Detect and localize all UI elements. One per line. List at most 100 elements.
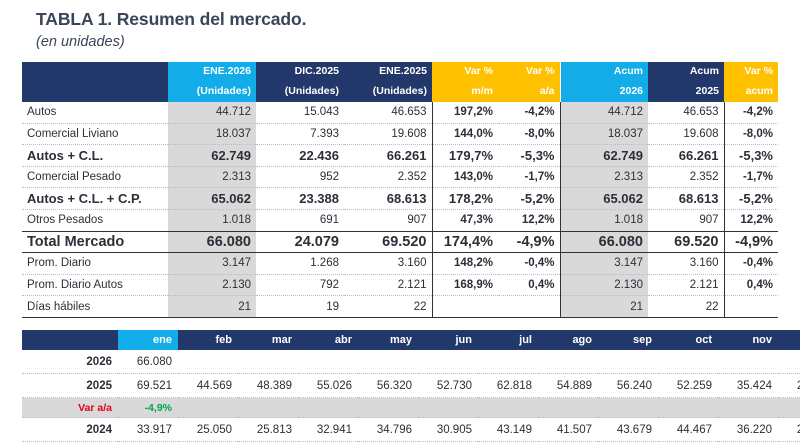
table1-col-header-6-line1: Acum <box>559 62 648 82</box>
cell-ene2026: 44.712 <box>168 102 256 124</box>
month-header-ene: ene <box>118 330 178 350</box>
cell-jul: 62.818 <box>478 373 538 398</box>
cell-jun: 30.905 <box>418 417 478 442</box>
cell-acum2026: 44.712 <box>559 102 648 124</box>
cell-sep: 43.679 <box>598 417 658 442</box>
cell-sep <box>598 397 658 418</box>
cell-ene: -4,9% <box>118 397 178 418</box>
cell-ene2026: 18.037 <box>168 123 256 146</box>
cell-acum2026: 2.313 <box>559 166 648 189</box>
cell-sep <box>598 350 658 374</box>
cell-var_acum: 12,2% <box>724 209 778 232</box>
cell-dic2025: 952 <box>256 166 344 189</box>
cell-dic: 23.997 <box>778 373 800 398</box>
monthly-series-table-wrap: enefebmarabrmayjunjulagosepoctnovdic 202… <box>22 330 800 442</box>
cell-var_acum <box>724 295 778 318</box>
table1-head: ENE.2026 DIC.2025 ENE.2025 Var % Var % Acum Ac… <box>22 62 778 102</box>
cell-oct: 52.259 <box>658 373 718 398</box>
table-row: Autos + C.L. 62.749 22.436 66.261 179,7% -5,3… <box>22 144 778 167</box>
cell-feb: 44.569 <box>178 373 238 398</box>
table-row: Otros Pesados 1.018 691 907 47,3% 12,2% 1.018 9… <box>22 209 778 232</box>
series-label: 2026 <box>22 350 118 374</box>
month-header-ago: ago <box>538 330 598 350</box>
table-row: Total Mercado 66.080 24.079 69.520 174,4% -4,… <box>22 230 778 254</box>
table2-head: enefebmarabrmayjunjulagosepoctnovdic <box>22 330 800 350</box>
table1-col-header-2-line1: DIC.2025 <box>256 62 344 82</box>
table-row: Prom. Diario 3.147 1.268 3.160 148,2% -0,4% 3.… <box>22 252 778 275</box>
cell-feb <box>178 397 238 418</box>
cell-acum2025: 68.613 <box>648 187 725 210</box>
cell-ene2026: 62.749 <box>168 144 256 167</box>
table1-col-header-8-line1: Var % <box>724 62 778 82</box>
table-row: 2024 33.917 25.050 25.813 32.941 34.796 30.905… <box>22 417 800 442</box>
cell-may <box>358 397 418 418</box>
table1-col-header-0-line1 <box>22 62 168 82</box>
cell-acum2026: 3.147 <box>559 252 648 275</box>
cell-dic2025: 7.393 <box>256 123 344 146</box>
month-header-may: may <box>358 330 418 350</box>
table1-col-header-3-line2: (Unidades) <box>344 82 432 102</box>
cell-ene: 69.521 <box>118 373 178 398</box>
cell-may: 34.796 <box>358 417 418 442</box>
table-row: Comercial Pesado 2.313 952 2.352 143,0% -1,7%… <box>22 166 778 189</box>
table-row: Días hábiles 21 19 22 21 22 <box>22 295 778 318</box>
row-label: Autos + C.L. <box>22 144 168 167</box>
table1-header-row-1: ENE.2026 DIC.2025 ENE.2025 Var % Var % Acum Ac… <box>22 62 778 82</box>
cell-ene2025: 68.613 <box>344 187 432 210</box>
table-row: Autos 44.712 15.043 46.653 197,2% -4,2% 44.712… <box>22 102 778 124</box>
cell-dic2025: 1.268 <box>256 252 344 275</box>
cell-oct: 44.467 <box>658 417 718 442</box>
cell-ene2025: 69.520 <box>344 230 432 254</box>
cell-dic2025: 19 <box>256 295 344 318</box>
row-label: Días hábiles <box>22 295 168 318</box>
cell-abr: 32.941 <box>298 417 358 442</box>
cell-var_acum: -1,7% <box>724 166 778 189</box>
cell-may: 56.320 <box>358 373 418 398</box>
cell-dic2025: 24.079 <box>256 230 344 254</box>
cell-ene2026: 1.018 <box>168 209 256 232</box>
month-header-nov: nov <box>718 330 778 350</box>
cell-jun <box>418 350 478 374</box>
table-row: Comercial Liviano 18.037 7.393 19.608 144,0%… <box>22 123 778 146</box>
monthly-series-table: enefebmarabrmayjunjulagosepoctnovdic 202… <box>22 330 800 442</box>
table-row: Var a/a -4,9% <box>22 397 800 418</box>
cell-feb <box>178 350 238 374</box>
table-row: Autos + C.L. + C.P. 65.062 23.388 68.613 178… <box>22 187 778 210</box>
cell-sep: 56.240 <box>598 373 658 398</box>
cell-dic2025: 691 <box>256 209 344 232</box>
table1-col-header-1-line2: (Unidades) <box>168 82 256 102</box>
cell-var_acum: -5,2% <box>724 187 778 210</box>
cell-var_mm: 144,0% <box>431 123 498 146</box>
cell-nov <box>718 350 778 374</box>
table1-col-header-3-line1: ENE.2025 <box>344 62 432 82</box>
cell-acum2026: 1.018 <box>559 209 648 232</box>
page-subtitle: (en unidades) <box>36 33 125 50</box>
cell-ene2026: 65.062 <box>168 187 256 210</box>
cell-var_aa: -1,7% <box>498 166 560 189</box>
cell-ene: 66.080 <box>118 350 178 374</box>
cell-dic <box>778 397 800 418</box>
cell-abr <box>298 397 358 418</box>
cell-ago: 54.889 <box>538 373 598 398</box>
market-summary-table: ENE.2026 DIC.2025 ENE.2025 Var % Var % Acum Ac… <box>22 62 778 318</box>
cell-var_aa: -5,2% <box>498 187 560 210</box>
cell-acum2025: 69.520 <box>648 230 725 254</box>
cell-ene2026: 21 <box>168 295 256 318</box>
cell-mar <box>238 397 298 418</box>
row-label: Autos + C.L. + C.P. <box>22 187 168 210</box>
cell-nov: 36.220 <box>718 417 778 442</box>
cell-ene: 33.917 <box>118 417 178 442</box>
cell-var_mm: 178,2% <box>431 187 498 210</box>
cell-acum2025: 2.352 <box>648 166 725 189</box>
cell-var_aa: 12,2% <box>498 209 560 232</box>
month-header-abr: abr <box>298 330 358 350</box>
cell-jul: 43.149 <box>478 417 538 442</box>
table1-col-header-4-line1: Var % <box>432 62 498 82</box>
cell-nov <box>718 397 778 418</box>
table1-col-header-6-line2: 2026 <box>559 82 648 102</box>
cell-mar: 48.389 <box>238 373 298 398</box>
cell-ene2025: 907 <box>344 209 432 232</box>
cell-var_acum: -4,9% <box>724 230 778 254</box>
table2-corner-header <box>22 330 118 350</box>
cell-var_aa: -5,3% <box>498 144 560 167</box>
